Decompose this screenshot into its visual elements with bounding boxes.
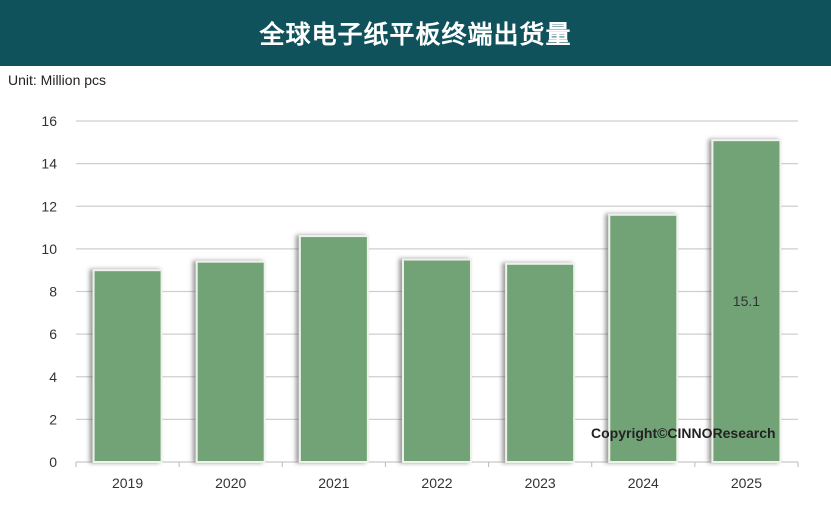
x-tick-label: 2023: [525, 475, 556, 491]
x-tick-label: 2021: [318, 475, 349, 491]
x-tick-label: 2022: [421, 475, 452, 491]
y-tick-label: 14: [41, 156, 57, 172]
unit-label: Unit: Million pcs: [8, 72, 107, 88]
chart-title: 全球电子纸平板终端出货量: [259, 20, 572, 49]
bar-2021: [298, 235, 369, 463]
y-tick-label: 2: [49, 411, 57, 427]
bar-2020: [195, 260, 266, 463]
x-tick-label: 2020: [215, 475, 246, 491]
bar-2024: [608, 213, 679, 463]
y-tick-label: 6: [49, 326, 57, 342]
y-tick-label: 0: [49, 454, 57, 470]
x-tick-label: 2025: [731, 475, 762, 491]
title-banner: 全球电子纸平板终端出货量: [0, 0, 831, 66]
x-tick-label: 2024: [628, 475, 659, 491]
copyright-watermark: Copyright©CINNOResearch: [591, 425, 776, 441]
bar-2019: [92, 269, 163, 463]
data-label: 15.1: [733, 293, 760, 309]
y-tick-label: 8: [49, 284, 57, 300]
bar-2023: [505, 262, 576, 464]
bar-2025: [711, 139, 782, 463]
y-tick-label: 12: [41, 198, 57, 214]
y-tick-label: 4: [49, 369, 57, 385]
y-tick-label: 16: [41, 113, 57, 129]
x-tick-label: 2019: [112, 475, 143, 491]
y-tick-label: 10: [41, 241, 57, 257]
bar-2022: [402, 258, 472, 463]
